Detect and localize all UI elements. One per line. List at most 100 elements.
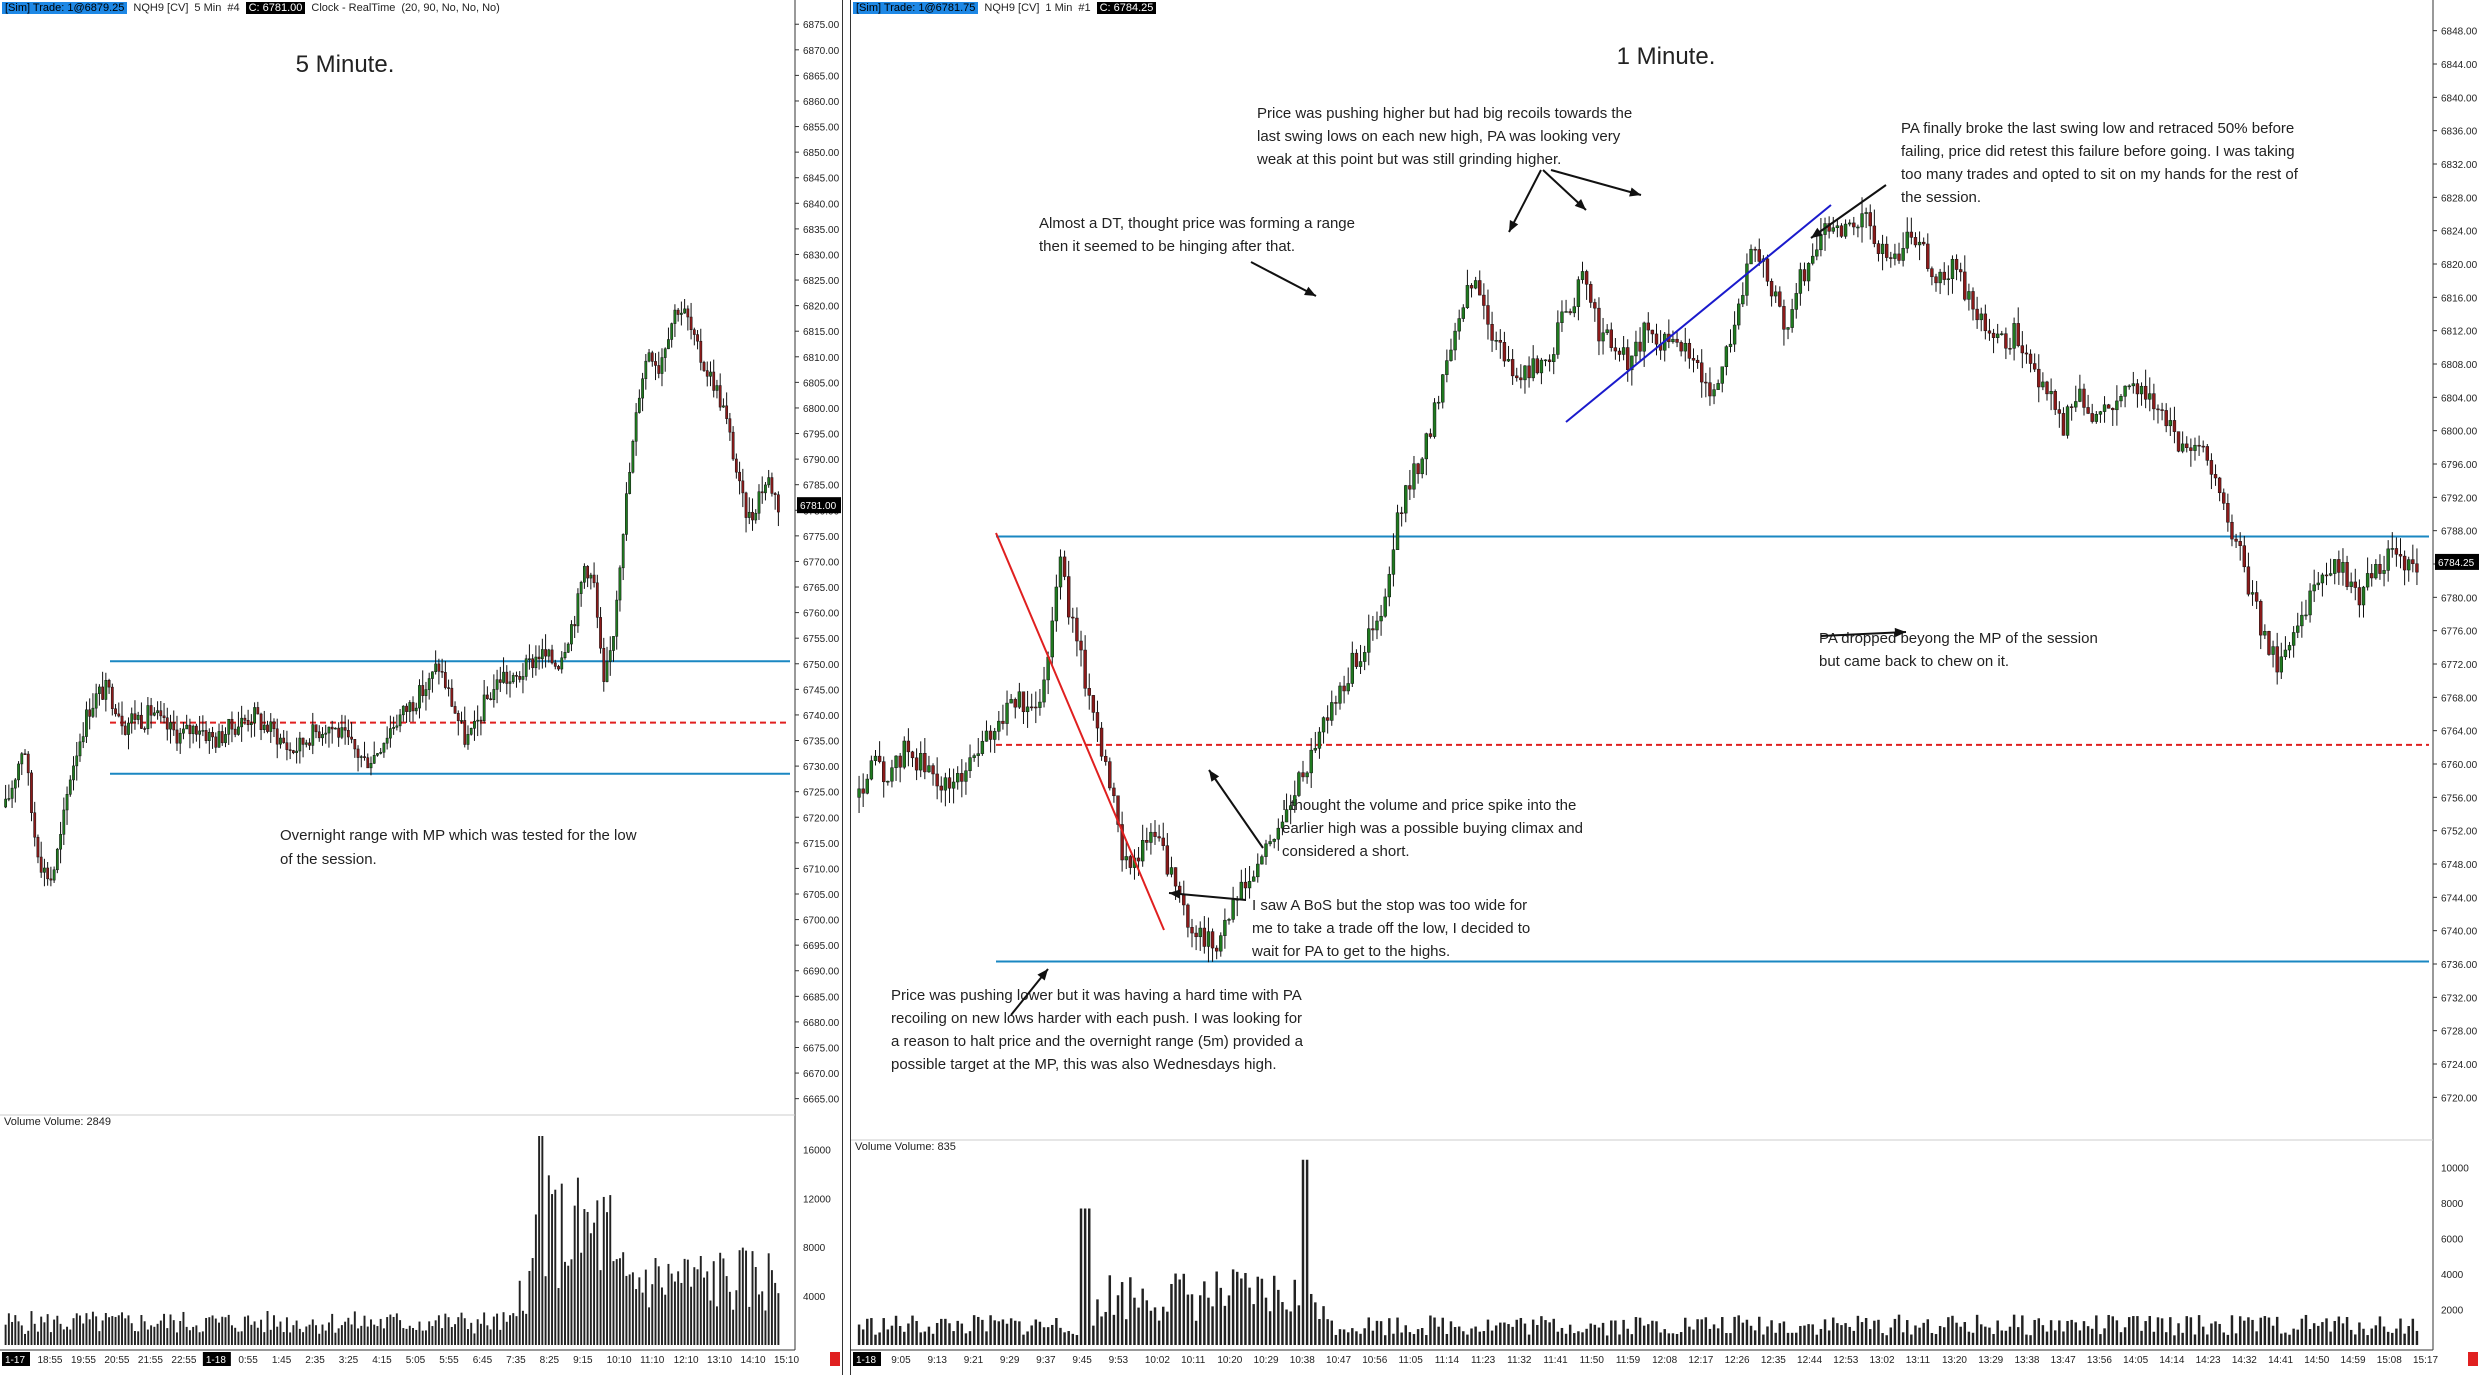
candle-body bbox=[2094, 414, 2099, 422]
volume-bar bbox=[1758, 1316, 1761, 1345]
volume-bar bbox=[198, 1332, 201, 1345]
candle-body bbox=[1038, 701, 1042, 708]
annotation-line: but came back to chew on it. bbox=[1819, 653, 2009, 670]
volume-bar bbox=[1375, 1320, 1379, 1345]
volume-bar bbox=[551, 1194, 554, 1345]
volume-bar bbox=[670, 1273, 673, 1345]
volume-bar bbox=[1938, 1325, 1942, 1345]
volume-bar bbox=[1400, 1332, 1403, 1345]
candle-body bbox=[599, 617, 602, 649]
candle-body bbox=[2300, 614, 2304, 627]
annotation-line: PA dropped beyong the MP of the session bbox=[1819, 630, 2098, 647]
volume-bar bbox=[169, 1314, 172, 1345]
candle-body bbox=[595, 582, 599, 618]
volume-bar bbox=[214, 1318, 217, 1345]
volume-bar bbox=[1729, 1333, 1732, 1345]
volume-bar bbox=[1503, 1322, 1506, 1345]
candle-body bbox=[1601, 332, 1605, 342]
candle-body bbox=[1153, 831, 1157, 837]
candle-body bbox=[2143, 385, 2148, 400]
annotation-buying-climax: I thought the volume and price spike int… bbox=[1282, 797, 1583, 860]
candle-body bbox=[13, 779, 17, 789]
chart-5-minute[interactable]: [Sim] Trade: 1@6879.25 NQH9 [CV] 5 Min #… bbox=[0, 0, 843, 1375]
candle-body bbox=[107, 679, 111, 688]
candle-body bbox=[615, 599, 619, 637]
volume-bar bbox=[334, 1332, 337, 1345]
annotation-line: possible target at the MP, this was also… bbox=[891, 1056, 1277, 1073]
candle-body bbox=[85, 709, 88, 737]
volume-bar bbox=[1412, 1334, 1416, 1345]
candle-body bbox=[2382, 570, 2386, 574]
candle-body bbox=[1432, 402, 1437, 437]
chart-svg-1m[interactable]: 6848.00 6844.00 6840.00 6836.00 6832.00 6828.… bbox=[851, 0, 2481, 1375]
volume-bar bbox=[680, 1282, 683, 1345]
candle-body bbox=[877, 755, 882, 762]
candle-body bbox=[1124, 856, 1128, 861]
volume-bar bbox=[1984, 1326, 1987, 1345]
candle-body bbox=[1958, 269, 1963, 273]
candle-body bbox=[631, 440, 635, 473]
volume-bar bbox=[1289, 1311, 1292, 1345]
volume-bar bbox=[583, 1209, 586, 1345]
volume-bar bbox=[638, 1277, 641, 1345]
volume-bar bbox=[441, 1328, 444, 1345]
volume-bar bbox=[1088, 1208, 1091, 1345]
time-tick-label: 14:50 bbox=[2304, 1355, 2329, 1366]
volume-bar bbox=[602, 1196, 605, 1345]
candle-body bbox=[1408, 485, 1412, 490]
chart-svg-5m[interactable]: 6875.00 6870.00 6865.00 6860.00 6855.00 6850.… bbox=[0, 0, 842, 1375]
candle-body bbox=[498, 679, 502, 683]
candle-body bbox=[269, 721, 273, 732]
volume-bar bbox=[1507, 1324, 1510, 1345]
candle-body bbox=[951, 781, 956, 789]
volume-bar bbox=[4, 1324, 7, 1345]
volume-bar bbox=[379, 1318, 382, 1345]
candle-body bbox=[1860, 213, 1864, 228]
volume-bar bbox=[1967, 1331, 1971, 1345]
candle-body bbox=[1695, 359, 1700, 364]
volume-bar bbox=[1638, 1317, 1642, 1345]
arrow-shaft bbox=[1168, 892, 1247, 901]
volume-bar bbox=[496, 1313, 499, 1345]
candle-body bbox=[1683, 342, 1687, 352]
candle-body bbox=[2238, 541, 2242, 546]
price-tick-label: 6824.00 bbox=[2441, 227, 2478, 238]
volume-bar bbox=[315, 1325, 317, 1345]
volume-bar bbox=[218, 1322, 220, 1345]
volume-bar bbox=[593, 1222, 596, 1345]
candle-body bbox=[266, 724, 269, 732]
candle-body bbox=[68, 779, 72, 795]
volume-bar bbox=[1873, 1320, 1876, 1345]
chart-1-minute[interactable]: [Sim] Trade: 1@6781.75 NQH9 [CV] 1 Min #… bbox=[850, 0, 2481, 1375]
volume-bar bbox=[2415, 1330, 2419, 1345]
time-tick-label: 9:29 bbox=[1000, 1355, 1020, 1366]
volume-bar bbox=[528, 1270, 531, 1345]
candle-body bbox=[1079, 640, 1083, 651]
volume-bar bbox=[395, 1313, 398, 1345]
volume-bar bbox=[2127, 1317, 2131, 1345]
candle-body bbox=[324, 732, 328, 735]
candle-body bbox=[1700, 362, 1704, 383]
volume-bar bbox=[1934, 1334, 1938, 1345]
volume-bar bbox=[1071, 1333, 1075, 1345]
candle-body bbox=[2320, 574, 2325, 584]
volume-bar bbox=[2132, 1316, 2135, 1345]
volume-bar bbox=[589, 1233, 592, 1345]
candle-body bbox=[1531, 358, 1535, 379]
candle-body bbox=[1589, 284, 1593, 303]
volume-bar bbox=[143, 1321, 146, 1345]
candle-body bbox=[81, 736, 85, 743]
volume-bar bbox=[907, 1323, 910, 1345]
candle-body bbox=[767, 477, 771, 486]
candle-body bbox=[1227, 919, 1231, 921]
volume-bar bbox=[266, 1311, 269, 1345]
candle-body bbox=[285, 742, 289, 750]
candle-body bbox=[1034, 706, 1038, 709]
volume-bar bbox=[1877, 1319, 1880, 1345]
volume-bar bbox=[1470, 1328, 1473, 1345]
volume-bar bbox=[53, 1319, 56, 1345]
candle-body bbox=[2156, 408, 2160, 411]
volume-bar bbox=[2008, 1326, 2012, 1345]
price-tick-label: 6740.00 bbox=[803, 711, 840, 722]
candle-body bbox=[414, 707, 418, 712]
